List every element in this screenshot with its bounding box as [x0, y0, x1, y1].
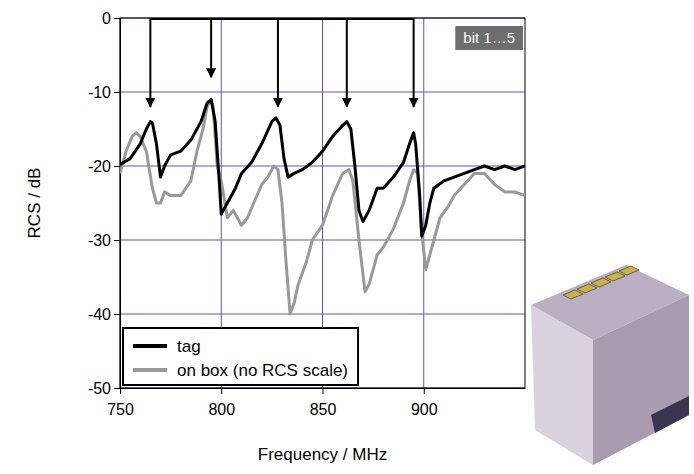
- tick-mark: [120, 388, 121, 394]
- tick-label: -50: [88, 380, 111, 397]
- tick-label: 800: [208, 401, 235, 418]
- box-front: [593, 295, 689, 465]
- tag-patch: [619, 266, 639, 275]
- grid-line-y: [120, 240, 525, 241]
- tick: 0: [102, 10, 120, 27]
- arrow: [149, 18, 151, 107]
- chart: 750 800 850 900 0 -10 -20 -30 -40 -50 bit 1…5 tag on…: [0, 0, 694, 474]
- plot: 750 800 850 900 0 -10 -20 -30 -40 -50 bit 1…5 tag on…: [88, 10, 526, 418]
- legend-item: on box (no RCS scale): [133, 361, 348, 380]
- box-label: [651, 396, 689, 433]
- tick-label: -40: [88, 306, 111, 323]
- tick: 750: [107, 388, 134, 418]
- legend-swatch: [133, 344, 167, 348]
- tick: 850: [310, 388, 337, 418]
- tick-mark: [114, 388, 120, 389]
- tick: -20: [88, 158, 120, 175]
- y-axis: 0 -10 -20 -30 -40 -50: [88, 10, 121, 397]
- arrow: [413, 18, 415, 107]
- annotation-label: bit 1…5: [463, 29, 515, 46]
- arrow: [210, 18, 212, 77]
- x-axis: 750 800 850 900: [107, 388, 525, 418]
- tick-label: -20: [88, 158, 111, 175]
- legend: tag on box (no RCS scale): [123, 328, 358, 385]
- tick: -40: [88, 306, 120, 323]
- grid-line-x: [423, 18, 424, 388]
- axis-line: [120, 19, 121, 389]
- tick: 900: [411, 388, 438, 418]
- tag-patch: [605, 272, 625, 281]
- series-line: [120, 99, 525, 314]
- tick-label: 850: [310, 401, 337, 418]
- tick-label: -30: [88, 232, 111, 249]
- tick-label: -10: [88, 84, 111, 101]
- annotation-box: [455, 26, 523, 50]
- tick-mark: [114, 92, 120, 93]
- legend-label: on box (no RCS scale): [177, 361, 348, 380]
- tick: -50: [88, 380, 120, 397]
- grid-line-y: [120, 314, 525, 315]
- tick: -30: [88, 232, 120, 249]
- tick-mark: [114, 240, 120, 241]
- annotation: bit 1…5: [150, 18, 523, 107]
- legend-label: tag: [177, 337, 201, 356]
- plot-frame: [120, 18, 525, 388]
- series-group: [120, 99, 525, 314]
- legend-item: tag: [133, 337, 201, 356]
- tick: 800: [208, 388, 235, 418]
- tick-mark: [114, 166, 120, 167]
- x-axis-title: Frequency / MHz: [258, 445, 387, 464]
- tick: -10: [88, 84, 120, 101]
- arrow-bar: [150, 18, 413, 20]
- tick-mark: [323, 388, 324, 394]
- tick-mark: [114, 18, 120, 19]
- box-side: [531, 305, 593, 465]
- series-line: [120, 99, 525, 236]
- legend-swatch: [133, 368, 167, 372]
- box-photo: [531, 265, 689, 465]
- grid: [120, 18, 525, 388]
- tick-mark: [424, 388, 425, 394]
- tick-mark: [221, 388, 222, 394]
- arrow: [277, 18, 279, 107]
- y-axis-title: RCS / dB: [25, 168, 44, 239]
- tick-mark: [114, 314, 120, 315]
- legend-box: [123, 328, 358, 385]
- grid-line-y: [120, 92, 525, 93]
- arrow: [346, 18, 348, 107]
- tick-label: 900: [411, 401, 438, 418]
- tag-patch: [591, 278, 611, 287]
- tag-patch: [563, 290, 583, 299]
- tick-label: 750: [107, 401, 134, 418]
- grid-line-y: [120, 166, 525, 167]
- tick-label: 0: [102, 10, 111, 27]
- tag-patch: [577, 284, 597, 293]
